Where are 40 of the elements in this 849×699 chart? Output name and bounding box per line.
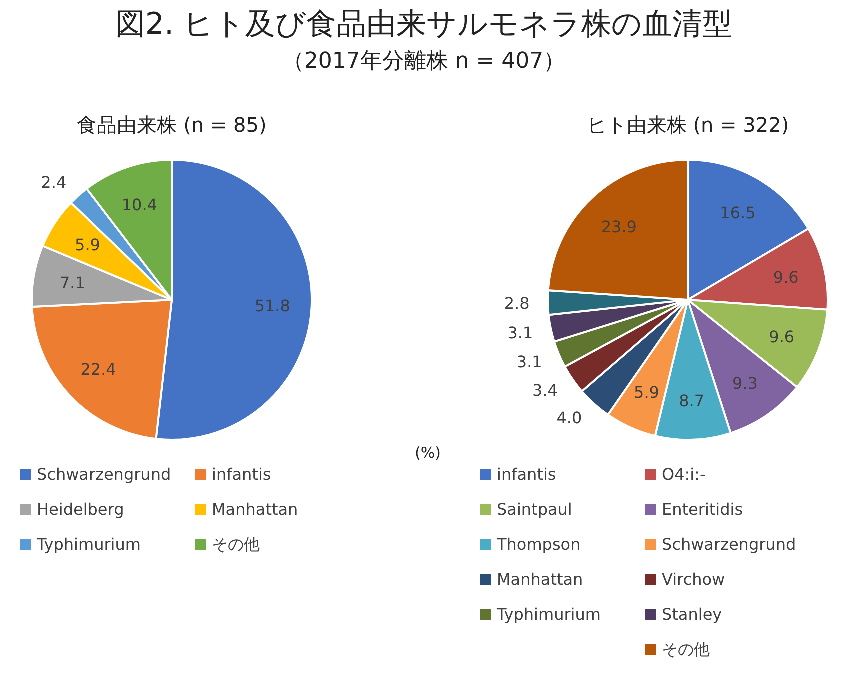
legend-label: Manhattan xyxy=(212,500,298,519)
legend-label: Typhimurium xyxy=(496,605,601,624)
legend-label: その他 xyxy=(212,535,260,554)
data-label: 23.9 xyxy=(601,217,637,236)
legend-label: Enteritidis xyxy=(662,500,744,519)
legend-label: Saintpaul xyxy=(497,500,572,519)
legend-label: O4:i:- xyxy=(662,465,706,484)
text: （2017年分離株 n = 407） xyxy=(282,49,566,74)
data-label: 2.4 xyxy=(41,172,67,192)
data-label: 22.4 xyxy=(80,360,116,379)
data-label: 4.0 xyxy=(556,408,582,428)
data-label: 3.1 xyxy=(516,352,542,372)
legend-label: Schwarzengrund xyxy=(662,535,796,554)
legend-label: infantis xyxy=(212,465,272,484)
data-label: 3.4 xyxy=(532,381,558,400)
legend-label: Schwarzengrund xyxy=(37,465,172,484)
data-label: 2.8 xyxy=(504,294,530,314)
legend-label: Typhimurium xyxy=(36,535,141,554)
data-label: 9.6 xyxy=(769,328,795,347)
data-label: 5.9 xyxy=(75,236,100,255)
caption: 図2. ヒト及び食品由来サルモネラ株の血清型 xyxy=(115,7,733,42)
legend-label: その他 xyxy=(662,640,710,659)
data-label: 16.5 xyxy=(720,203,756,222)
text: (%) xyxy=(415,444,441,462)
data-label: 51.8 xyxy=(254,296,290,316)
legend-label: Manhattan xyxy=(497,570,584,589)
data-label: 10.4 xyxy=(122,196,158,215)
chart-title: ヒト由来株 (n = 322) xyxy=(586,113,790,137)
legend-label: Heidelberg xyxy=(37,500,124,519)
data-label: 9.6 xyxy=(773,268,799,287)
chart-title: 食品由来株 (n = 85) xyxy=(77,113,267,137)
data-label: 8.7 xyxy=(679,392,705,411)
data-label: 9.3 xyxy=(732,374,758,393)
data-label: 5.9 xyxy=(634,382,660,402)
data-label: 3.1 xyxy=(508,323,534,342)
legend-label: infantis xyxy=(497,465,556,484)
legend-label: Virchow xyxy=(662,570,726,589)
legend-label: Stanley xyxy=(662,605,722,624)
data-label: 7.1 xyxy=(60,274,86,293)
legend-label: Thompson xyxy=(496,535,581,554)
